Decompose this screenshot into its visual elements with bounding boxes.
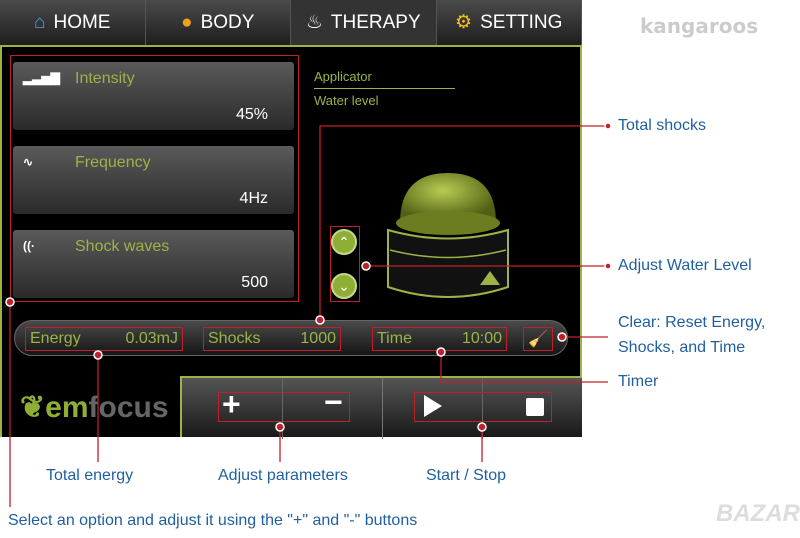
param-frequency[interactable]: ∿ Frequency 4Hz [13, 146, 294, 214]
status-bar: Energy 0.03mJ Shocks 1000 Time 10:00 🧹 [14, 320, 568, 356]
annotation-clear-line2: Shocks, and Time [618, 339, 746, 356]
annotation-timer: Timer [618, 373, 659, 390]
water-down-button[interactable]: ⌄ [331, 273, 357, 299]
tab-therapy[interactable]: ♨ THERAPY [291, 0, 437, 45]
applicator-label: Applicator [314, 69, 372, 84]
home-icon: ⌂ [34, 11, 46, 33]
tab-bar: ⌂ HOME ● BODY ♨ THERAPY ⚙ SETTING [0, 0, 582, 45]
watermark-bazar: BAZAR [716, 500, 800, 527]
tab-setting[interactable]: ⚙ SETTING [437, 0, 582, 45]
body-icon: ● [181, 11, 193, 33]
device-screen: ⌂ HOME ● BODY ♨ THERAPY ⚙ SETTING ▂▃▅▇ Intens… [0, 0, 582, 439]
divider [314, 88, 455, 89]
applicator-image [387, 173, 509, 298]
broom-icon: 🧹 [528, 331, 548, 348]
gear-icon: ⚙ [455, 12, 473, 33]
leaf-icon: ❦ [20, 391, 46, 424]
therapy-icon: ♨ [305, 12, 323, 33]
divider [382, 378, 383, 439]
param-selection-box [10, 55, 299, 302]
shock-wave-icon: ((· [23, 239, 35, 253]
annotation-select-option: Select an option and adjust it using the… [8, 512, 418, 529]
water-level-box [330, 226, 360, 302]
param-intensity[interactable]: ▂▃▅▇ Intensity 45% [13, 62, 294, 130]
start-stop-box [414, 392, 552, 422]
stop-button[interactable] [526, 398, 544, 416]
divider [482, 378, 483, 439]
chevron-down-icon: ⌄ [338, 277, 350, 294]
emfocus-logo: ❦emfocus [20, 391, 169, 424]
chevron-up-icon: ⌃ [338, 233, 350, 250]
annotation-total-energy: Total energy [46, 467, 134, 484]
annotation-adjust-water: Adjust Water Level [618, 257, 752, 274]
wave-icon: ∿ [23, 155, 34, 169]
param-adjust-box [218, 392, 350, 422]
watermark-kangaroos: kangaroos [640, 14, 759, 38]
content-frame [0, 45, 582, 437]
water-level-label: Water level [314, 93, 379, 108]
annotation-start-stop: Start / Stop [426, 467, 507, 484]
shocks-readout: Shocks 1000 [203, 327, 341, 351]
param-shock-waves[interactable]: ((· Shock waves 500 [13, 230, 294, 298]
annotation-clear-line1: Clear: Reset Energy, [618, 314, 766, 331]
annotation-adjust-params: Adjust parameters [218, 467, 348, 484]
water-up-button[interactable]: ⌃ [331, 229, 357, 255]
clear-button[interactable]: 🧹 [523, 327, 553, 351]
minus-button[interactable]: − [324, 384, 343, 420]
play-button[interactable] [424, 395, 442, 417]
energy-readout: Energy 0.03mJ [25, 327, 183, 351]
control-bar: + − [180, 376, 582, 439]
annotation-total-shocks: Total shocks [618, 117, 707, 134]
plus-button[interactable]: + [222, 386, 241, 422]
tab-home[interactable]: ⌂ HOME [0, 0, 146, 45]
divider [282, 378, 283, 439]
tab-body[interactable]: ● BODY [146, 0, 291, 45]
signal-bars-icon: ▂▃▅▇ [23, 71, 60, 85]
